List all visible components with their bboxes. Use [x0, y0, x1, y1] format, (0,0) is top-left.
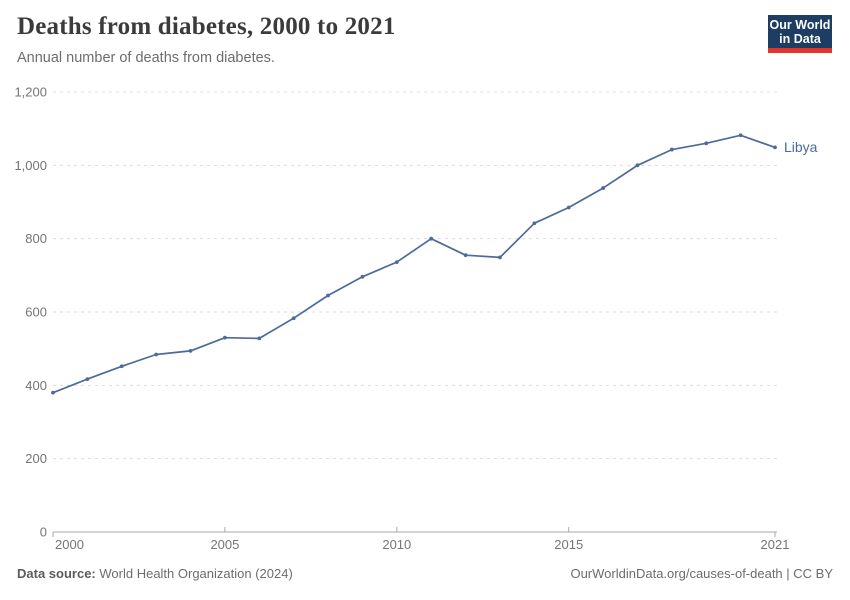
y-axis-tick-label: 200: [25, 451, 47, 466]
page-title: Deaths from diabetes, 2000 to 2021: [17, 13, 396, 40]
x-axis-tick-label: 2000: [55, 537, 84, 552]
owid-logo: Our World in Data: [768, 15, 832, 53]
data-point[interactable]: [188, 348, 193, 353]
data-source: Data source: World Health Organization (…: [17, 566, 293, 581]
data-point[interactable]: [119, 364, 124, 369]
data-point[interactable]: [669, 147, 674, 152]
owid-logo-box: Our World in Data: [768, 15, 832, 48]
chart-footer: Data source: World Health Organization (…: [17, 566, 833, 581]
data-line[interactable]: [52, 134, 776, 394]
y-axis-tick-label: 400: [25, 378, 47, 393]
series-end-label[interactable]: Libya: [784, 139, 818, 155]
x-axis-tick-label: 2010: [382, 537, 411, 552]
chart-subtitle: Annual number of deaths from diabetes.: [17, 50, 275, 66]
data-point[interactable]: [223, 335, 227, 340]
y-axis-tick-label: 600: [25, 305, 47, 320]
data-source-value: World Health Organization (2024): [99, 566, 293, 581]
y-axis-tick-label: 0: [40, 525, 47, 540]
data-source-label: Data source:: [17, 566, 96, 581]
data-point[interactable]: [429, 236, 434, 241]
x-axis-tick-label: 2005: [210, 537, 239, 552]
data-point[interactable]: [498, 255, 502, 260]
data-point[interactable]: [635, 163, 640, 168]
data-point[interactable]: [773, 145, 777, 150]
data-point[interactable]: [154, 352, 159, 357]
data-point[interactable]: [601, 186, 605, 190]
data-point[interactable]: [738, 133, 743, 138]
data-point[interactable]: [566, 205, 571, 210]
y-axis-tick-label: 1,000: [14, 158, 47, 173]
data-point[interactable]: [326, 293, 330, 298]
x-axis-tick-label: 2021: [761, 537, 790, 552]
data-point[interactable]: [291, 316, 296, 321]
data-point[interactable]: [257, 336, 262, 341]
owid-logo-line1: Our World: [769, 17, 831, 32]
data-point[interactable]: [85, 377, 90, 381]
license-link[interactable]: OurWorldinData.org/causes-of-death | CC …: [570, 566, 833, 581]
data-point[interactable]: [532, 221, 537, 226]
owid-logo-line2: in Data: [779, 31, 821, 46]
y-axis-tick-label: 1,200: [14, 85, 47, 100]
data-point[interactable]: [360, 274, 365, 279]
y-axis-tick-label: 800: [25, 231, 47, 246]
data-point[interactable]: [704, 141, 709, 146]
data-point[interactable]: [51, 390, 55, 395]
x-axis-tick-label: 2015: [554, 537, 583, 552]
data-point[interactable]: [463, 253, 468, 258]
logo-red-bar: [768, 48, 832, 53]
data-point[interactable]: [394, 260, 399, 265]
